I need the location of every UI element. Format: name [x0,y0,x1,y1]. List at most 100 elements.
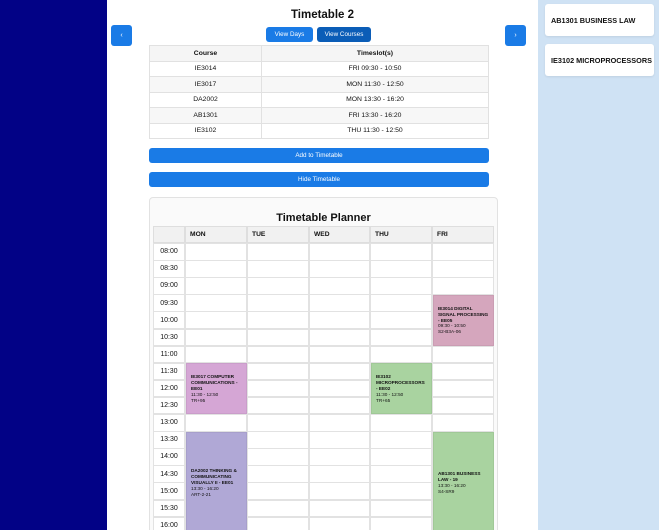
course-card-ie3102[interactable]: IE3102 MICROPROCESSORS [545,44,654,76]
course-card-ab1301[interactable]: AB1301 BUSINESS LAW [545,4,654,36]
time-label: 15:30 [153,499,185,518]
time-label: 14:00 [153,448,185,466]
grid-cell[interactable] [370,243,432,261]
grid-cell[interactable] [309,328,370,347]
grid-cell[interactable] [247,465,309,483]
grid-cell[interactable] [247,362,309,381]
grid-cell[interactable] [247,328,309,347]
grid-cell[interactable] [309,294,370,312]
grid-cell[interactable] [309,516,370,530]
grid-cell[interactable] [432,243,494,261]
grid-cell[interactable] [432,260,494,278]
day-header-fri: FRI [432,226,494,243]
event-time: 13:30 - 16:20 [191,485,219,491]
grid-cell[interactable] [370,431,432,449]
grid-cell[interactable] [309,260,370,278]
grid-cell[interactable] [247,396,309,415]
grid-cell[interactable] [370,345,432,364]
grid-cell[interactable] [309,482,370,500]
grid-cell[interactable] [370,294,432,312]
grid-cell[interactable] [247,294,309,312]
grid-cell[interactable] [432,414,494,432]
grid-cell[interactable] [247,277,309,295]
timetable-event[interactable]: IE3017 COMPUTER COMMUNICATIONS - EE01 11:… [186,363,247,415]
day-header-mon: MON [185,226,247,243]
time-label: 14:30 [153,465,185,483]
course-cell: AB1301 [149,107,262,124]
grid-cell[interactable] [247,311,309,329]
add-to-timetable-button[interactable]: Add to Timetable [149,148,489,163]
grid-cell[interactable] [309,345,370,364]
timetable-event[interactable]: IE3102 MICROPROCESSORS - EE02 11:30 - 12:… [371,363,432,415]
grid-cell[interactable] [247,243,309,261]
event-venue: TR+65 [376,397,391,403]
event-venue: S4-SR9 [438,488,455,494]
grid-cell[interactable] [370,311,432,329]
grid-cell[interactable] [370,260,432,278]
grid-cell[interactable] [309,362,370,381]
grid-cell[interactable] [185,345,247,364]
timetable-event[interactable]: IE3014 DIGITAL SIGNAL PROCESSING - EE05 0… [433,294,494,347]
view-days-button[interactable]: View Days [266,27,313,42]
planner-title: Timetable Planner [276,212,371,224]
event-title: IE3014 DIGITAL SIGNAL PROCESSING - EE05 [438,305,489,323]
grid-cell[interactable] [247,431,309,449]
timetable-event[interactable]: DA2002 THINKING & COMMUNICATING VISUALLY… [186,431,247,530]
grid-cell[interactable] [247,516,309,530]
grid-cell[interactable] [309,499,370,518]
grid-cell[interactable] [370,465,432,483]
prev-timetable-button[interactable]: ‹ [111,25,132,46]
grid-cell[interactable] [247,379,309,398]
grid-cell[interactable] [185,277,247,295]
grid-cell[interactable] [309,465,370,483]
table-row: IE3102 THU 11:30 - 12:50 [149,122,489,139]
grid-cell[interactable] [247,448,309,466]
grid-cell[interactable] [309,396,370,415]
grid-cell[interactable] [309,414,370,432]
grid-cell[interactable] [432,362,494,381]
grid-cell[interactable] [370,516,432,530]
grid-cell[interactable] [370,414,432,432]
time-label: 11:00 [153,345,185,364]
grid-header-corner [153,226,185,243]
grid-cell[interactable] [185,243,247,261]
course-table: Course Timeslot(s) IE3014 FRI 09:30 - 10… [149,45,489,139]
grid-cell[interactable] [370,448,432,466]
grid-cell[interactable] [309,277,370,295]
time-label: 15:00 [153,482,185,500]
grid-cell[interactable] [370,482,432,500]
grid-cell[interactable] [247,345,309,364]
grid-cell[interactable] [309,431,370,449]
grid-cell[interactable] [185,311,247,329]
grid-cell[interactable] [370,277,432,295]
timetable-event[interactable]: AB1301 BUSINESS LAW - 19 13:30 - 16:20 S4-… [433,431,494,530]
grid-cell[interactable] [309,243,370,261]
next-timetable-button[interactable]: › [505,25,526,46]
grid-cell[interactable] [432,396,494,415]
grid-cell[interactable] [247,260,309,278]
grid-cell[interactable] [247,414,309,432]
grid-cell[interactable] [185,294,247,312]
course-cell: IE3014 [149,60,262,77]
table-row: IE3017 MON 11:30 - 12:50 [149,76,489,93]
grid-cell[interactable] [370,328,432,347]
grid-cell[interactable] [185,328,247,347]
grid-cell[interactable] [185,414,247,432]
grid-cell[interactable] [247,499,309,518]
grid-cell[interactable] [185,260,247,278]
grid-cell[interactable] [370,499,432,518]
grid-cell[interactable] [309,379,370,398]
grid-cell[interactable] [247,482,309,500]
grid-cell[interactable] [432,379,494,398]
time-label: 12:00 [153,379,185,398]
time-label: 13:30 [153,431,185,449]
grid-cell[interactable] [432,277,494,295]
time-label: 10:00 [153,311,185,329]
grid-cell[interactable] [309,448,370,466]
grid-cell[interactable] [309,311,370,329]
timeslot-cell: MON 13:30 - 16:20 [261,91,489,108]
hide-timetable-button[interactable]: Hide Timetable [149,172,489,187]
grid-cell[interactable] [432,345,494,364]
view-courses-button[interactable]: View Courses [317,27,371,42]
event-title: IE3102 MICROPROCESSORS - EE02 [376,374,425,391]
